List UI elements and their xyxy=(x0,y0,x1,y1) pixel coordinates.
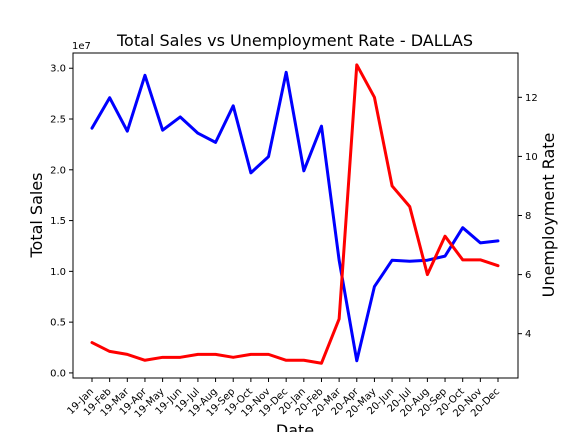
left-y-tick-label: 2.5 xyxy=(50,115,66,126)
left-y-axis-label: Total Sales xyxy=(27,172,46,258)
right-y-tick-label: 4 xyxy=(525,329,531,340)
series-2-line xyxy=(90,63,500,365)
left-axis-offset-text: 1e7 xyxy=(72,41,91,52)
left-y-tick-label: 3.0 xyxy=(50,64,66,75)
left-y-tick-label: 1.0 xyxy=(50,267,66,278)
series-1-line xyxy=(90,70,500,363)
left-y-tick-label: 1.5 xyxy=(50,216,66,227)
right-y-tick-label: 10 xyxy=(525,152,538,163)
right-y-tick-label: 12 xyxy=(525,93,538,104)
left-y-tick-label: 2.0 xyxy=(50,165,66,176)
chart-title: Total Sales vs Unemployment Rate - DALLA… xyxy=(116,31,473,50)
right-y-axis-label: Unemployment Rate xyxy=(539,133,558,298)
right-y-tick-label: 8 xyxy=(525,211,531,222)
right-y-tick-label: 6 xyxy=(525,270,531,281)
left-y-tick-label: 0.5 xyxy=(50,318,66,329)
x-axis-label: Date xyxy=(276,421,314,432)
plot-frame xyxy=(72,52,519,379)
series-group xyxy=(90,63,500,365)
left-y-tick-label: 0.0 xyxy=(50,368,66,379)
